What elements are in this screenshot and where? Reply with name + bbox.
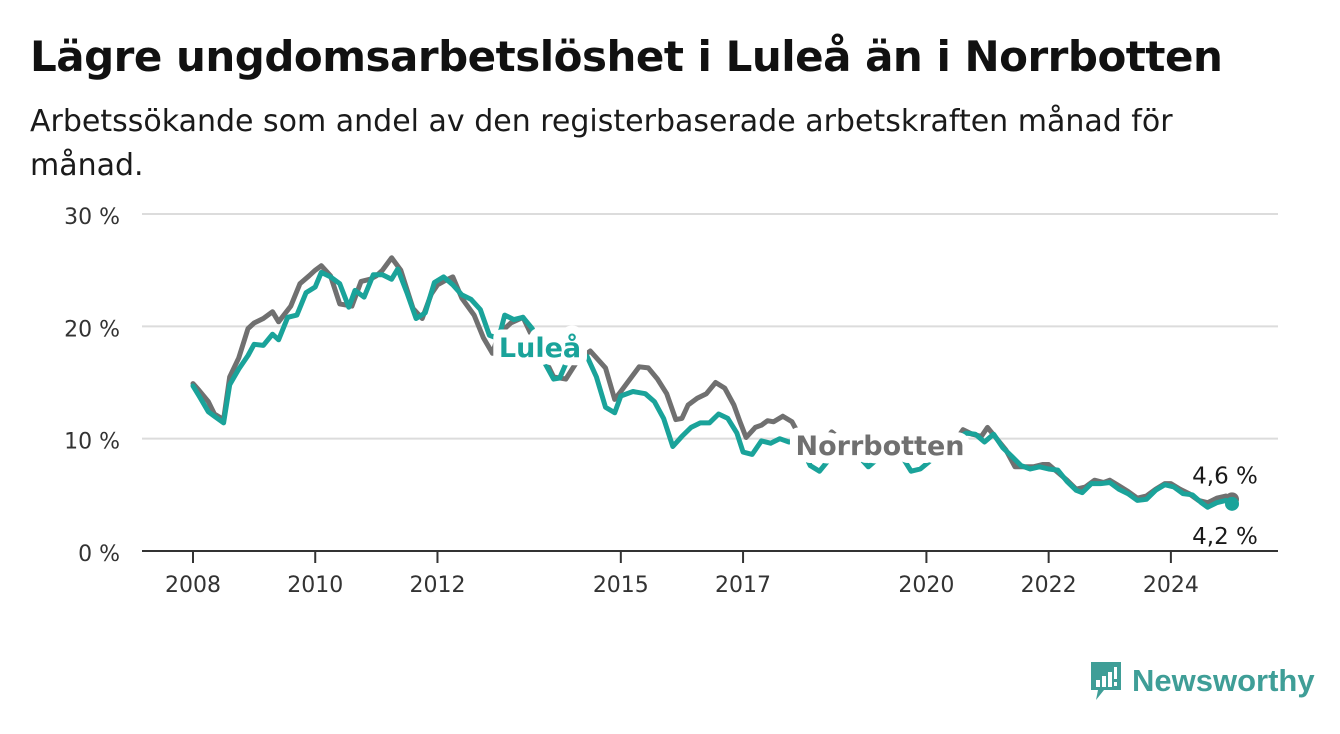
series-line-norrbotten <box>190 255 1235 506</box>
gridlines <box>142 213 1278 440</box>
chart-subtitle: Arbetssökande som andel av den registerb… <box>30 104 1173 183</box>
x-tick-label: 2020 <box>898 573 954 598</box>
end-label-norrbotten: 4,6 % <box>1192 463 1258 489</box>
x-tick-label: 2017 <box>715 573 771 598</box>
x-tick-label: 2010 <box>287 573 343 598</box>
newsworthy-logo-icon <box>1091 662 1121 700</box>
y-axis-tick-labels: 0 % 10 % 20 % 30 % <box>64 205 120 567</box>
series-lines <box>190 255 1239 511</box>
x-tick-label: 2024 <box>1143 573 1199 598</box>
y-tick-label: 20 % <box>64 317 120 342</box>
y-tick-label: 10 % <box>64 430 120 455</box>
series-labels: Luleå Norrbotten 4,6 % 4,2 % <box>491 324 1261 553</box>
inline-label-lulea: Luleå <box>499 332 581 364</box>
x-tick-label: 2015 <box>593 573 649 598</box>
chart-title: Lägre ungdomsarbetslöshet i Luleå än i N… <box>30 32 1223 81</box>
series-end-point <box>1225 496 1239 511</box>
y-tick-label: 0 % <box>78 542 120 567</box>
inline-label-norrbotten: Norrbotten <box>795 431 964 462</box>
brand-name: Newsworthy <box>1132 663 1315 698</box>
brand-logo: Newsworthy <box>1088 660 1315 702</box>
x-tick-label: 2022 <box>1021 573 1077 598</box>
y-tick-label: 30 % <box>64 205 120 230</box>
end-label-lulea: 4,2 % <box>1192 524 1258 550</box>
series-line-lulea <box>190 266 1235 510</box>
x-tick-label: 2008 <box>165 573 221 598</box>
x-tick-label: 2012 <box>409 573 465 598</box>
x-axis: 2008 2010 2012 2015 2017 2020 2022 2024 <box>142 550 1278 598</box>
